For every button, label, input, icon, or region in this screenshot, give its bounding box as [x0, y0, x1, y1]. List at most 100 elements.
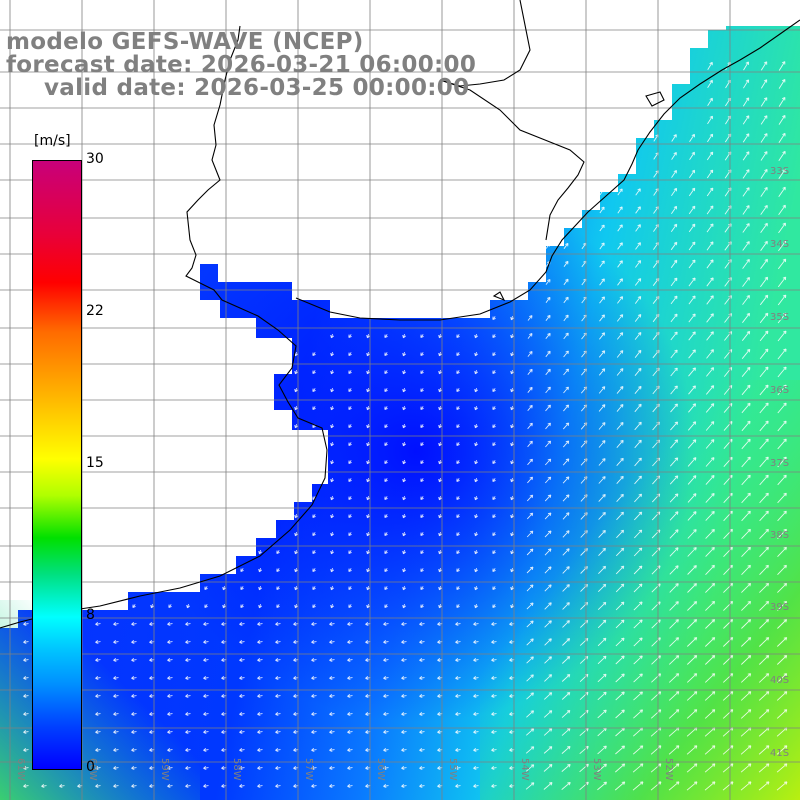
wind-arrow — [203, 712, 209, 716]
wind-arrow — [599, 296, 605, 304]
wind-arrow — [778, 168, 786, 179]
wind-arrow — [275, 748, 281, 752]
wind-arrow — [294, 477, 298, 483]
wind-arrow — [687, 457, 697, 467]
wind-arrow — [741, 348, 751, 359]
wind-arrow — [366, 369, 370, 375]
wind-arrow — [510, 369, 514, 375]
wind-arrow — [616, 493, 624, 503]
wind-arrow — [312, 604, 316, 609]
wind-arrow — [438, 549, 442, 555]
wind-arrow — [383, 730, 389, 734]
wind-arrow — [167, 748, 173, 752]
colorbar-tick-22: 22 — [86, 303, 104, 319]
wind-arrow — [778, 150, 786, 161]
wind-arrow — [778, 222, 786, 234]
wind-arrow — [758, 763, 770, 773]
wind-arrow — [670, 295, 678, 305]
wind-arrow — [258, 549, 262, 555]
wind-arrow — [526, 494, 534, 502]
wind-arrow — [633, 529, 643, 539]
wind-arrow — [741, 492, 751, 504]
colorbar-gradient — [32, 160, 82, 770]
wind-arrow — [688, 403, 697, 413]
wind-arrow — [544, 620, 552, 628]
wind-arrow — [741, 420, 751, 432]
wind-arrow — [687, 421, 697, 431]
wind-arrow — [760, 97, 768, 107]
wind-arrow — [561, 763, 571, 772]
wind-arrow — [492, 496, 496, 501]
wind-arrow — [420, 496, 424, 501]
wind-arrow — [384, 478, 388, 483]
wind-arrow — [438, 585, 442, 591]
wind-arrow — [401, 784, 407, 788]
wind-arrow — [510, 585, 514, 591]
wind-arrow — [705, 619, 716, 629]
wind-arrow — [633, 547, 643, 557]
wind-arrow — [402, 441, 406, 447]
wind-arrow — [705, 564, 715, 576]
wind-arrow — [420, 370, 424, 375]
wind-arrow — [204, 604, 208, 609]
wind-arrow — [545, 422, 551, 430]
wind-arrow — [634, 403, 642, 413]
wind-arrow — [167, 658, 173, 662]
wind-arrow — [687, 511, 697, 521]
wind-arrow — [777, 276, 787, 288]
wind-arrow — [544, 494, 552, 502]
wind-arrow — [707, 115, 713, 125]
wind-arrow — [113, 676, 119, 680]
wind-arrow — [778, 204, 786, 216]
wind-arrow — [704, 691, 716, 701]
wind-arrow — [366, 513, 370, 519]
wind-arrow — [758, 709, 770, 719]
wind-arrow — [330, 333, 334, 339]
wind-arrow — [185, 784, 191, 788]
wind-arrow — [687, 439, 697, 449]
wind-arrow — [563, 242, 569, 249]
wind-arrow — [311, 622, 317, 626]
wind-arrow — [614, 781, 626, 791]
wind-arrow — [706, 259, 714, 269]
wind-arrow — [706, 295, 714, 305]
wind-arrow — [778, 96, 786, 107]
wind-arrow — [562, 422, 570, 430]
wind-arrow — [348, 478, 352, 483]
wind-arrow — [562, 566, 570, 574]
wind-arrow — [492, 370, 496, 375]
wind-arrow — [705, 582, 716, 593]
wind-arrow — [526, 692, 534, 700]
wind-arrow — [239, 694, 245, 698]
wind-arrow — [167, 622, 173, 626]
wind-arrow — [705, 474, 715, 485]
wind-arrow — [705, 528, 715, 539]
wind-arrow — [420, 604, 424, 609]
wind-arrow — [688, 205, 696, 215]
wind-arrow — [544, 458, 552, 466]
wind-arrow — [743, 79, 750, 89]
wind-arrow — [510, 531, 514, 537]
wind-arrow — [510, 513, 514, 519]
wind-arrow — [615, 745, 626, 755]
wind-arrow — [402, 459, 406, 465]
wind-arrow — [402, 423, 406, 429]
wind-arrow — [616, 421, 624, 430]
wind-arrow — [510, 351, 514, 357]
wind-arrow — [402, 495, 406, 501]
wind-arrow — [597, 601, 607, 611]
wind-arrow — [348, 568, 352, 573]
wind-arrow — [740, 655, 752, 665]
wind-arrow — [239, 676, 245, 680]
wind-arrow — [742, 187, 750, 197]
wind-arrow — [688, 349, 696, 359]
wind-arrow — [492, 334, 496, 339]
wind-arrow — [329, 658, 335, 662]
wind-arrow — [330, 567, 334, 573]
wind-arrow — [455, 766, 461, 770]
wind-arrow — [722, 781, 734, 791]
wind-arrow — [776, 655, 788, 665]
latitude-label: 38S — [770, 530, 789, 541]
wind-arrow — [239, 712, 245, 716]
wind-arrow — [402, 477, 406, 483]
